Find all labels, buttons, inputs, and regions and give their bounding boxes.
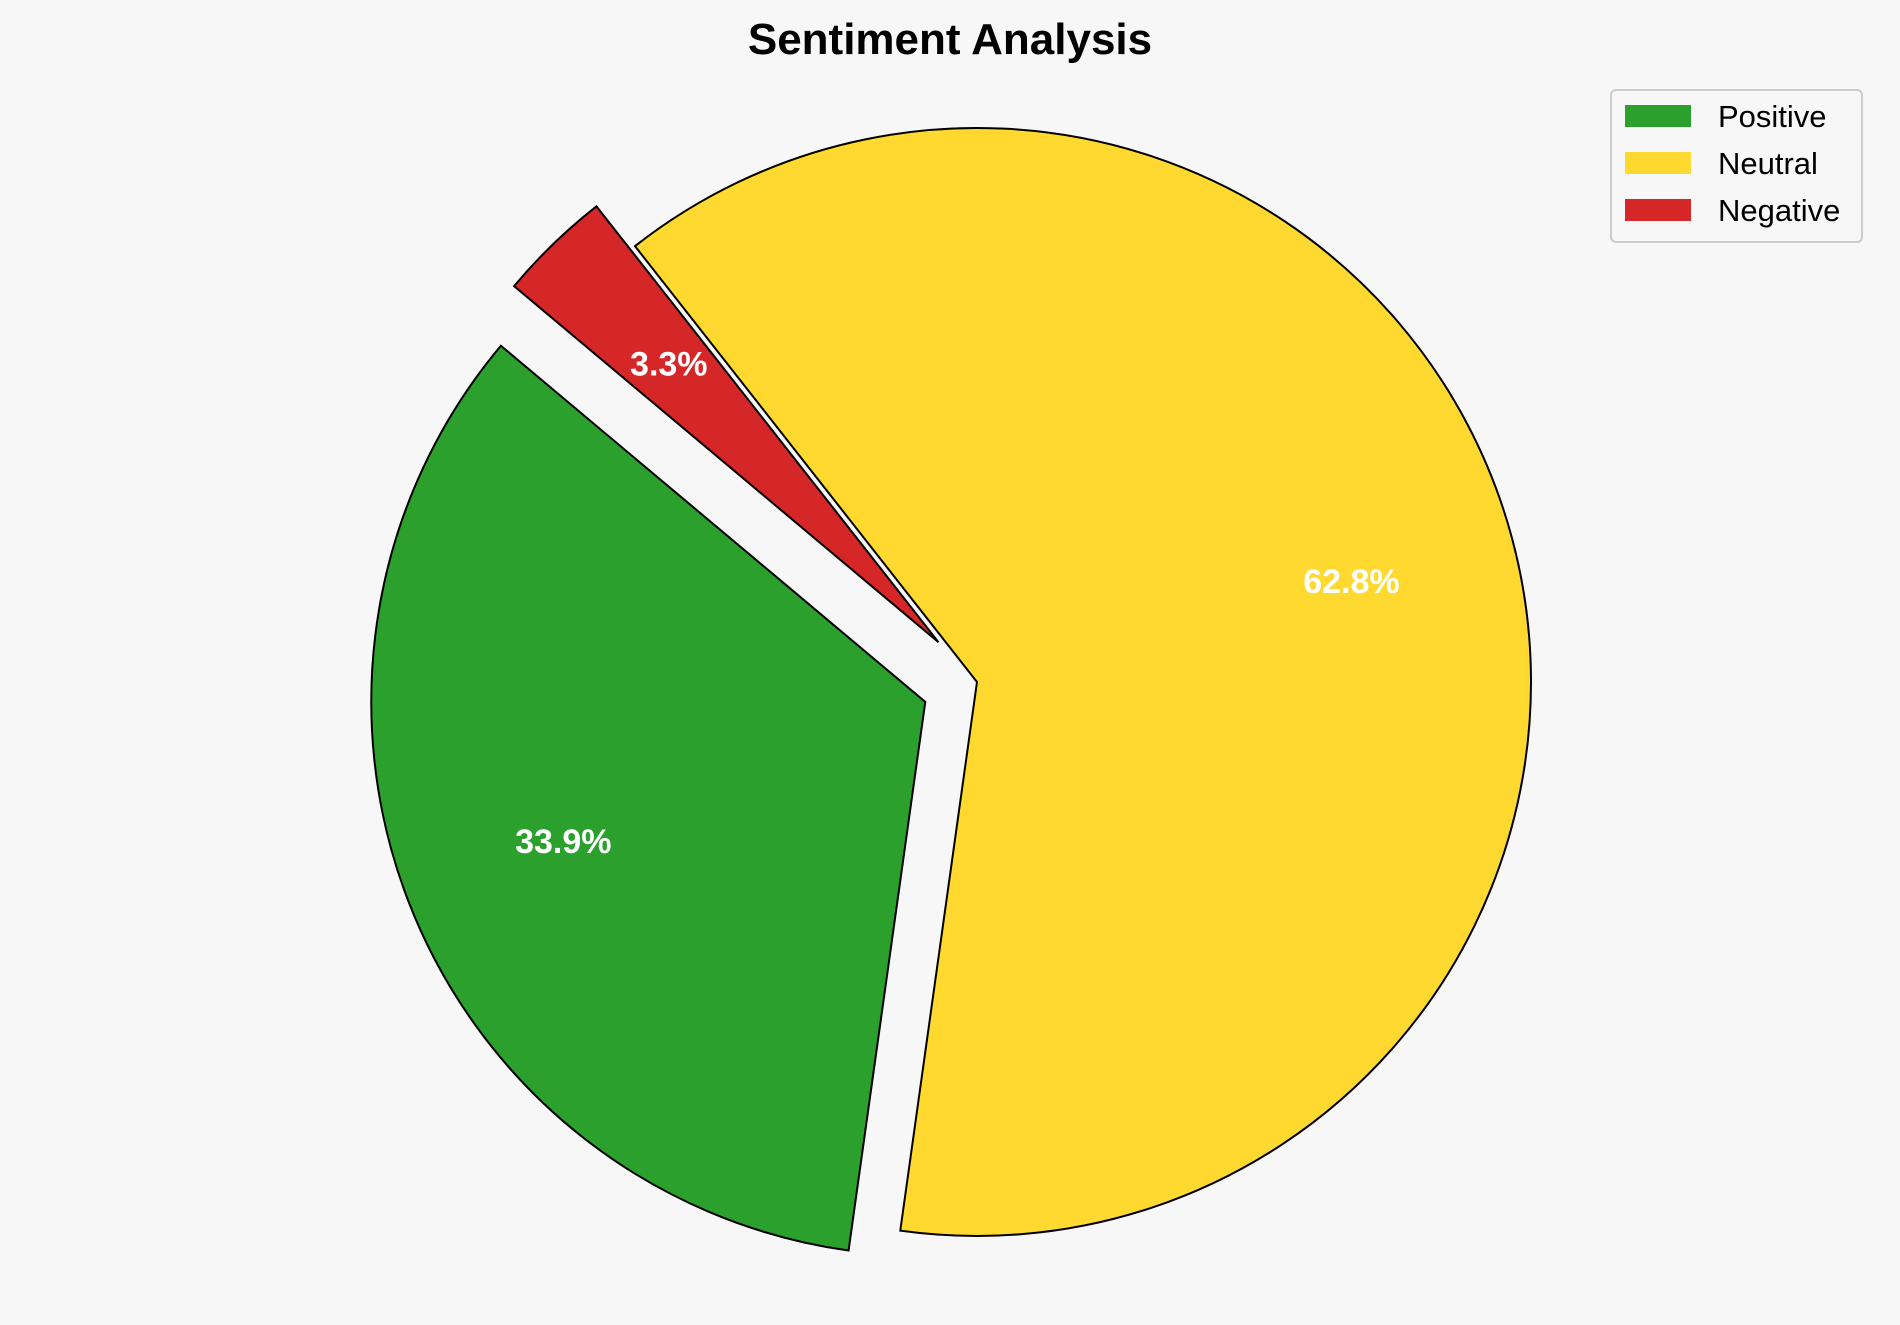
legend-label-positive: Positive	[1718, 99, 1827, 134]
pct-label-negative: 3.3%	[630, 346, 708, 384]
legend-swatch-positive	[1625, 105, 1691, 127]
legend-swatch-neutral	[1625, 152, 1691, 174]
pie-wedges	[370, 127, 1532, 1252]
pct-label-positive: 33.9%	[515, 823, 611, 861]
pie-wedge-negative	[512, 204, 940, 643]
chart-title: Sentiment Analysis	[748, 15, 1152, 64]
legend-swatch-negative	[1625, 199, 1691, 221]
pie-wedge-positive	[370, 344, 927, 1252]
pie-labels: 33.9% 62.8% 3.3%	[515, 346, 1400, 861]
pct-label-neutral: 62.8%	[1303, 563, 1399, 601]
legend: Positive Neutral Negative	[1610, 89, 1863, 243]
legend-label-neutral: Neutral	[1718, 146, 1818, 181]
legend-label-negative: Negative	[1718, 193, 1840, 228]
pie-wedge-neutral	[633, 127, 1532, 1237]
